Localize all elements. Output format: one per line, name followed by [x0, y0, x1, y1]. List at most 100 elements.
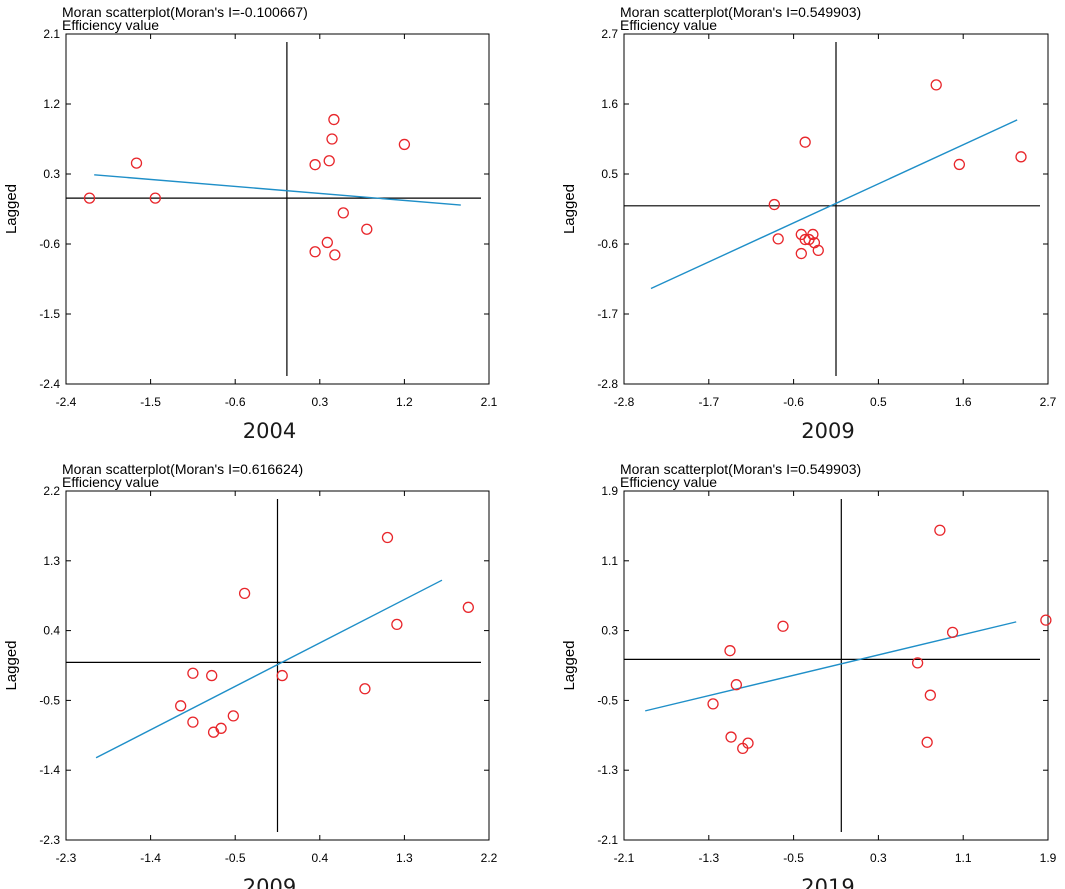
data-point-10: [187, 716, 199, 728]
data-point-10: [361, 223, 373, 235]
x-tick-label: -1.4: [140, 851, 161, 865]
plot-frame: [623, 490, 1049, 841]
chart-panel-4: -2.1 -1.3 -0.5 0.3 1.1 1.9 -2.1 -1.3 -0.5 0.3 1.1 1…: [561, 461, 1057, 889]
chart-title: Moran scatterplot(Moran's I=0.549903): [620, 4, 861, 20]
y-tick-label: 0.4: [43, 624, 60, 638]
x-tick-label: 0.5: [870, 395, 887, 409]
data-point-3: [1040, 614, 1052, 626]
y-tick-label: -1.7: [597, 307, 618, 321]
data-point-5: [187, 667, 199, 679]
fit-line: [650, 119, 1018, 290]
y-tick-label: -1.4: [39, 763, 60, 777]
data-point-3: [149, 192, 161, 204]
data-point-1: [930, 79, 942, 91]
data-point-9: [337, 207, 349, 219]
data-point-4: [1015, 151, 1027, 163]
data-point-13: [921, 736, 933, 748]
data-point-4: [391, 618, 403, 631]
x-tick-label: 0.3: [311, 395, 328, 409]
y-tick-label: 0.3: [43, 167, 60, 181]
data-point-5: [724, 645, 736, 657]
data-point-4: [309, 159, 321, 171]
data-point-8: [359, 683, 371, 695]
fit-line: [94, 174, 461, 206]
x-tick-label: -2.8: [614, 395, 635, 409]
x-tick-label: -0.5: [225, 851, 246, 865]
y-tick-label: -0.6: [39, 237, 60, 251]
plot-frame: [65, 490, 490, 841]
data-point-2: [777, 620, 789, 632]
x-tick-label: -2.4: [56, 395, 77, 409]
chart-subtitle: Efficiency value: [62, 474, 159, 490]
chart-subtitle: Efficiency value: [62, 17, 159, 33]
data-point-2: [799, 136, 811, 148]
data-point-7: [730, 679, 743, 691]
y-tick-label: -1.5: [39, 307, 60, 321]
data-point-2: [130, 157, 143, 169]
y-tick-label: -1.3: [597, 763, 618, 777]
y-tick-label: 1.9: [601, 484, 618, 498]
plot-frame: [65, 33, 490, 385]
data-point-11: [227, 710, 239, 722]
x-tick-label: 1.1: [955, 851, 972, 865]
y-tick-label: 1.1: [601, 554, 618, 568]
chart-panel-2: -2.8 -1.7 -0.6 0.5 1.6 2.7 -2.8 -1.7 -0.6 0.5 1.6 2…: [561, 4, 1057, 443]
chart-subtitle: Efficiency value: [620, 474, 717, 490]
y-tick-label: 0.5: [601, 167, 618, 181]
data-point-6: [772, 233, 784, 245]
chart-title: Moran scatterplot(Moran's I=0.616624): [62, 461, 303, 477]
data-point-10: [807, 228, 819, 241]
x-tick-label: -1.3: [698, 851, 719, 865]
y-tick-label: 0.3: [601, 624, 618, 638]
y-tick-label: -0.5: [597, 693, 618, 707]
x-axis-year-label: 2009: [243, 875, 296, 889]
x-tick-label: 2.2: [481, 851, 498, 865]
x-tick-label: -2.1: [614, 851, 635, 865]
plot-frame: [623, 33, 1049, 385]
data-point-8: [398, 138, 411, 151]
x-tick-label: -1.7: [698, 395, 719, 409]
chart-panel-3: -2.3 -1.4 -0.5 0.4 1.3 2.2 -2.3 -1.4 -0.5 0.4 1.3 2…: [3, 461, 498, 889]
data-point-13: [795, 247, 807, 260]
chart-panel-1: -2.4 -1.5 -0.6 0.3 1.2 2.1 -2.4 -1.5 -0.6 0.3 1.2 2…: [3, 4, 498, 443]
data-point-6: [326, 133, 338, 145]
y-tick-label: 2.7: [601, 27, 618, 41]
x-tick-label: 0.3: [870, 851, 887, 865]
data-point-9: [175, 700, 187, 712]
y-axis-label: Lagged: [561, 640, 578, 690]
x-tick-label: 1.6: [955, 395, 972, 409]
y-tick-label: 2.2: [43, 484, 60, 498]
y-tick-label: -2.8: [597, 377, 618, 391]
y-axis-label: Lagged: [3, 184, 20, 234]
y-tick-label: -0.5: [39, 693, 60, 707]
data-point-1: [83, 192, 96, 204]
x-axis-year-label: 2009: [801, 419, 854, 443]
y-axis-label: Lagged: [3, 640, 20, 690]
y-tick-label: 1.2: [43, 97, 60, 111]
x-tick-label: -2.3: [56, 851, 77, 865]
data-point-13: [329, 249, 341, 261]
x-tick-label: 2.7: [1040, 395, 1057, 409]
x-tick-label: 1.9: [1040, 851, 1057, 865]
data-point-2: [238, 587, 251, 600]
y-tick-label: 1.3: [43, 554, 60, 568]
data-point-9: [707, 698, 719, 710]
data-point-1: [381, 531, 394, 544]
y-axis-label: Lagged: [561, 184, 578, 234]
x-tick-label: 1.3: [396, 851, 413, 865]
data-point-7: [276, 669, 288, 682]
data-point-12: [737, 742, 749, 755]
x-axis-year-label: 2004: [243, 419, 296, 443]
data-point-11: [321, 236, 333, 249]
x-tick-label: 0.4: [311, 851, 328, 865]
data-point-6: [911, 657, 924, 669]
x-tick-label: -0.5: [783, 851, 804, 865]
data-point-12: [309, 246, 321, 258]
y-tick-label: -2.4: [39, 377, 60, 391]
data-point-1: [934, 524, 946, 536]
data-point-6: [206, 669, 218, 682]
chart-title: Moran scatterplot(Moran's I=0.549903): [620, 461, 861, 477]
data-point-8: [924, 689, 936, 701]
fit-line: [645, 621, 1017, 712]
